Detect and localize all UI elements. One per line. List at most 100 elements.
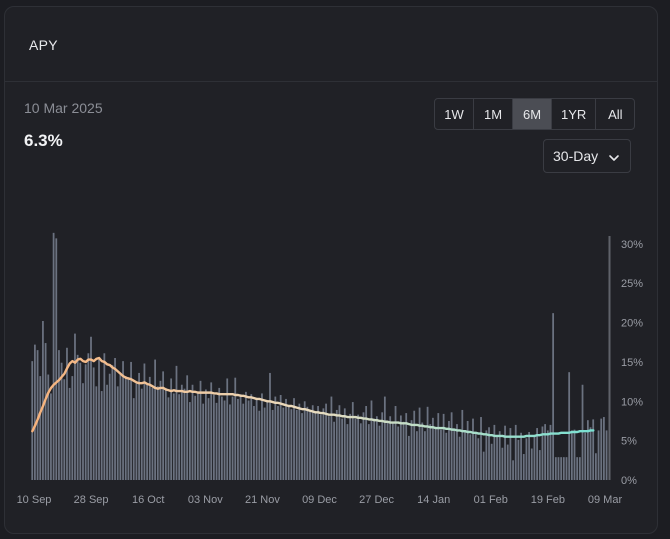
- apy-bar: [194, 395, 197, 480]
- apy-bar: [568, 372, 571, 480]
- apy-bar: [346, 424, 349, 480]
- apy-bar: [573, 429, 576, 480]
- apy-bar: [140, 388, 143, 480]
- range-button-all[interactable]: All: [608, 106, 623, 122]
- apy-bar: [31, 361, 34, 480]
- range-button-1m[interactable]: 1M: [474, 99, 513, 129]
- x-tick-label: 03 Nov: [188, 494, 223, 506]
- apy-bar: [335, 409, 338, 480]
- apy-bar: [472, 418, 474, 480]
- apy-bar: [448, 420, 450, 480]
- range-button-1yr[interactable]: 1YR: [552, 99, 597, 129]
- apy-bar: [221, 396, 223, 480]
- apy-bar: [226, 378, 229, 480]
- apy-bar: [92, 367, 95, 480]
- apy-bar: [98, 359, 100, 480]
- apy-bar: [383, 396, 386, 480]
- apy-bar: [594, 453, 597, 480]
- apy-bar: [600, 418, 603, 480]
- apy-bar: [42, 321, 44, 480]
- apy-bar: [327, 416, 330, 480]
- apy-bar: [570, 430, 573, 480]
- apy-bar: [255, 398, 258, 480]
- apy-value: 6.3%: [24, 131, 63, 150]
- apy-bar: [325, 403, 327, 480]
- apy-bar: [250, 394, 253, 480]
- apy-bar: [538, 450, 541, 480]
- apy-bar: [533, 435, 536, 480]
- apy-bar: [287, 406, 290, 480]
- apy-bar: [199, 380, 202, 480]
- apy-bar: [541, 426, 544, 480]
- apy-bar: [317, 406, 319, 480]
- apy-bar: [279, 394, 282, 480]
- apy-bar: [509, 428, 512, 480]
- apy-bar: [108, 373, 111, 480]
- apy-bar: [408, 435, 410, 480]
- window-dropdown[interactable]: 30-Day: [543, 139, 631, 173]
- apy-bar: [263, 407, 266, 480]
- apy-bar: [132, 398, 135, 480]
- apy-bar: [156, 386, 159, 480]
- window-dropdown-value: 30-Day: [553, 148, 599, 164]
- apy-bar: [432, 417, 434, 480]
- apy-bar: [437, 413, 440, 480]
- apy-bar: [373, 418, 376, 480]
- card-title: APY: [29, 37, 58, 53]
- apy-bar: [269, 372, 271, 480]
- apy-bar: [71, 376, 74, 480]
- apy-bar: [362, 412, 365, 480]
- apy-bar: [410, 420, 413, 480]
- apy-bar: [135, 383, 138, 480]
- apy-bar: [501, 447, 504, 480]
- x-tick-label: 16 Oct: [132, 494, 164, 506]
- apy-bar: [603, 417, 605, 480]
- apy-bar: [397, 426, 400, 480]
- apy-bar: [536, 428, 538, 480]
- apy-bar: [47, 374, 50, 480]
- apy-bar: [124, 376, 127, 480]
- apy-bar: [237, 398, 239, 480]
- apy-bar: [578, 457, 581, 480]
- apy-bar: [386, 420, 389, 480]
- apy-bar: [354, 418, 357, 480]
- apy-bar: [79, 362, 82, 480]
- apy-bar: [151, 387, 154, 480]
- apy-bar: [482, 451, 485, 480]
- apy-bar: [586, 420, 589, 480]
- apy-bar: [477, 438, 480, 480]
- x-axis: 10 Sep 28 Sep 16 Oct 03 Nov 21 Nov 09 Dec 27 D…: [17, 494, 623, 506]
- apy-bar: [375, 416, 378, 480]
- apy-bar: [562, 457, 565, 480]
- apy-bar: [138, 372, 140, 480]
- apy-bar: [231, 396, 234, 480]
- apy-bar: [311, 405, 314, 480]
- apy-30-day-line: [31, 356, 595, 438]
- apy-bar: [466, 420, 469, 480]
- apy-bar: [453, 430, 456, 480]
- apy-bar: [552, 313, 555, 480]
- apy-bar: [116, 386, 119, 480]
- apy-bar: [461, 409, 464, 480]
- apy-bar: [557, 457, 560, 480]
- apy-bar: [434, 428, 437, 480]
- range-button-6m[interactable]: 6M: [513, 99, 552, 129]
- apy-bar: [520, 432, 522, 480]
- apy-bar: [303, 401, 306, 480]
- apy-bar: [589, 427, 592, 480]
- apy-bar: [215, 402, 218, 480]
- apy-bar: [223, 400, 226, 480]
- apy-bar: [245, 391, 247, 480]
- x-tick-label: 01 Feb: [474, 494, 508, 506]
- apy-bar: [421, 422, 424, 480]
- apy-bar: [474, 431, 477, 480]
- apy-bar: [175, 365, 178, 480]
- apy-bar: [498, 431, 501, 480]
- apy-bar: [111, 365, 114, 480]
- apy-bar: [314, 412, 317, 480]
- range-button-1w[interactable]: 1W: [435, 99, 474, 129]
- apy-bar: [306, 406, 309, 480]
- apy-bar: [122, 361, 124, 480]
- apy-bar: [469, 434, 472, 480]
